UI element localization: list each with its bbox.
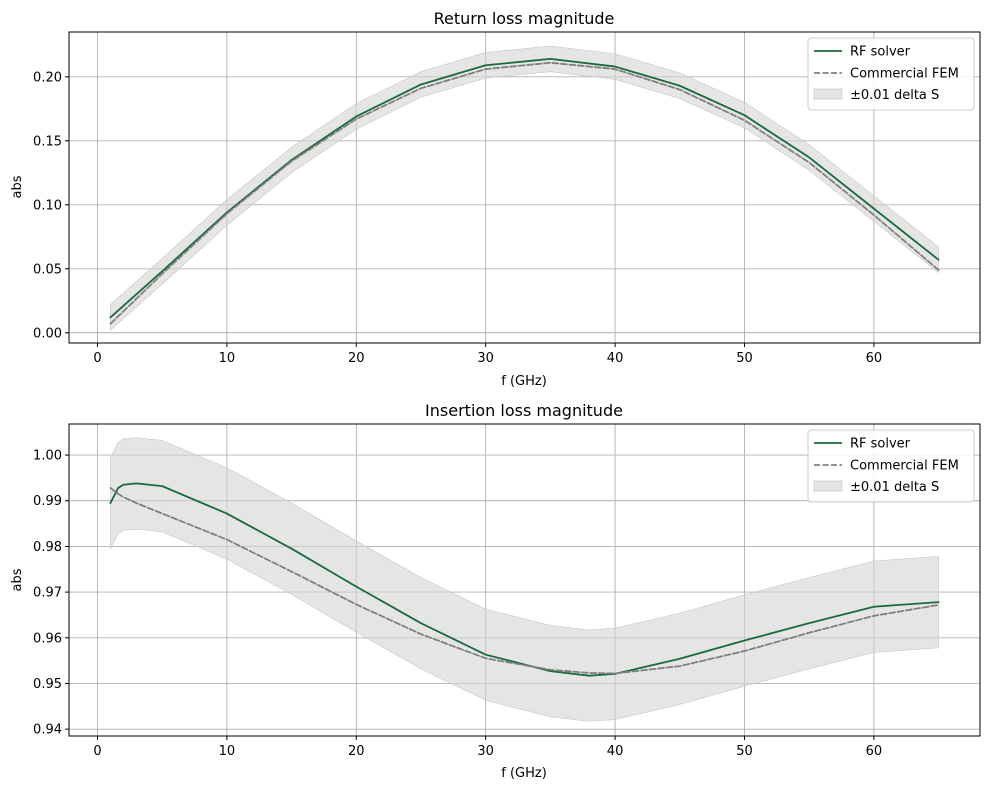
x-tick-label: 40 [607,351,624,366]
y-tick-label: 0.96 [33,631,62,646]
legend-label-band: ±0.01 delta S [850,480,939,495]
series-line-rf-solver [109,57,940,319]
insertion-loss-chart: Insertion loss magnitude 0 10 20 30 40 50 60 0.… [10,401,981,781]
legend-box [807,429,975,503]
y-axis-label: abs [10,175,25,198]
x-tick-label: 0 [93,351,101,366]
legend-label-rf-solver: RF solver [850,45,911,60]
legend: RF solver Commercial FEM ±0.01 delta S [807,429,975,503]
x-axis-label: f (GHz) [501,766,547,781]
plot-area-frame [68,31,981,344]
y-tick-label: 1.00 [33,449,62,464]
x-tick-label: 60 [866,351,883,366]
legend-label-commercial-fem: Commercial FEM [850,67,959,82]
y-axis-label: abs [10,568,25,591]
x-tick-label: 10 [219,351,236,366]
legend: RF solver Commercial FEM ±0.01 delta S [807,37,975,111]
y-tick-label: 0.98 [33,540,62,555]
legend-swatch-band [813,480,843,492]
series-line-rf-solver [109,482,940,677]
y-tick-label: 0.94 [33,723,62,738]
return-loss-chart: Return loss magnitude 0 10 20 30 40 50 60 0.00 0… [10,9,981,389]
x-tick-label: 20 [348,351,365,366]
delta-s-band [110,437,939,722]
chart-title: Return loss magnitude [434,9,615,28]
chart-title: Insertion loss magnitude [425,401,623,420]
y-tick-label: 0.20 [33,70,62,85]
x-tick-label: 50 [736,744,753,759]
legend-swatch-band [813,88,843,100]
x-tick-label: 50 [736,351,753,366]
x-tick-label: 60 [866,744,883,759]
y-tick-label: 0.05 [33,262,62,277]
y-tick-label: 0.10 [33,198,62,213]
x-tick-label: 10 [219,744,236,759]
plot-area-frame [68,423,981,737]
delta-s-band [110,45,939,331]
x-tick-label: 20 [348,744,365,759]
series-line-commercial-fem [109,61,940,325]
legend-label-rf-solver: RF solver [850,437,911,452]
legend-label-band: ±0.01 delta S [850,88,939,103]
y-tick-label: 0.00 [33,326,62,341]
series-line-commercial-fem [109,487,940,675]
x-tick-label: 0 [93,744,101,759]
x-tick-label: 30 [477,351,494,366]
legend-label-commercial-fem: Commercial FEM [850,459,959,474]
y-tick-label: 0.95 [33,677,62,692]
legend-box [807,37,975,111]
x-tick-label: 40 [607,744,624,759]
y-tick-label: 0.99 [33,494,62,509]
y-tick-label: 0.97 [33,586,62,601]
x-axis-label: f (GHz) [501,374,547,389]
x-tick-label: 30 [477,744,494,759]
y-tick-label: 0.15 [33,134,62,149]
